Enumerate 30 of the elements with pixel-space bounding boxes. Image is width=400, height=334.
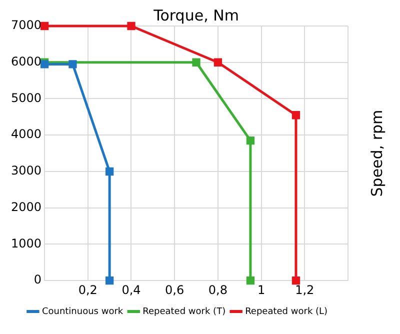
y-tick-label: 7000 <box>10 18 42 32</box>
point <box>292 111 300 120</box>
point <box>192 58 200 66</box>
point <box>105 167 114 176</box>
legend-label: Repeated work (T) <box>142 306 226 317</box>
x-tick-label: 0,2 <box>78 282 98 297</box>
y-axis-title: Speed, rpm <box>368 110 386 197</box>
y-tick-label: 2000 <box>10 200 42 214</box>
point <box>214 58 222 66</box>
x-tick-label: 1 <box>257 282 266 297</box>
legend-label: Repeated work (L) <box>245 306 328 317</box>
point <box>292 276 300 285</box>
x-axis-title: Torque, Nm <box>152 6 239 24</box>
y-tick-label: 3000 <box>10 164 42 178</box>
legend-label: Countinuous work <box>42 306 124 317</box>
y-tick-label: 5000 <box>10 90 42 105</box>
y-tick-label: 1000 <box>10 236 42 250</box>
point <box>68 60 77 68</box>
y-tick-label: 0 <box>34 272 42 287</box>
point <box>246 136 255 145</box>
x-tick-label: 1,2 <box>295 282 314 297</box>
point <box>246 276 255 285</box>
point <box>105 276 114 285</box>
point <box>40 22 49 30</box>
x-tick-label: 0,4 <box>122 282 141 297</box>
y-tick-label: 6000 <box>10 54 42 68</box>
point <box>127 22 136 30</box>
x-tick-label: 0,8 <box>208 282 228 297</box>
y-tick-label: 4000 <box>10 127 42 142</box>
x-tick-label: 0,6 <box>165 282 184 297</box>
